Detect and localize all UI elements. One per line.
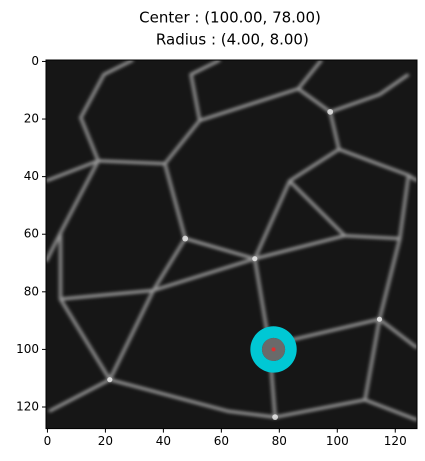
micrograph <box>46 60 418 429</box>
center-dot <box>271 347 276 352</box>
x-tick-label: 0 <box>44 434 52 448</box>
axes-frame <box>45 59 418 430</box>
chart-title: Center : (100.00, 78.00) <box>139 9 321 27</box>
y-tick-label: 80 <box>24 284 39 298</box>
y-tick-label: 20 <box>24 112 39 126</box>
y-tick-label: 40 <box>24 169 39 183</box>
x-tick-label: 100 <box>326 434 349 448</box>
ring-marker <box>250 326 297 373</box>
x-tick-label: 40 <box>156 434 171 448</box>
x-tick-label: 120 <box>384 434 407 448</box>
y-tick-label: 0 <box>31 54 39 68</box>
x-tick-label: 20 <box>98 434 113 448</box>
x-tick-label: 80 <box>272 434 287 448</box>
x-tick-label: 60 <box>214 434 229 448</box>
chart-subtitle: Radius : (4.00, 8.00) <box>151 31 309 49</box>
y-tick-label: 100 <box>16 342 39 356</box>
y-tick-label: 120 <box>16 400 39 414</box>
y-tick-label: 60 <box>24 227 39 241</box>
